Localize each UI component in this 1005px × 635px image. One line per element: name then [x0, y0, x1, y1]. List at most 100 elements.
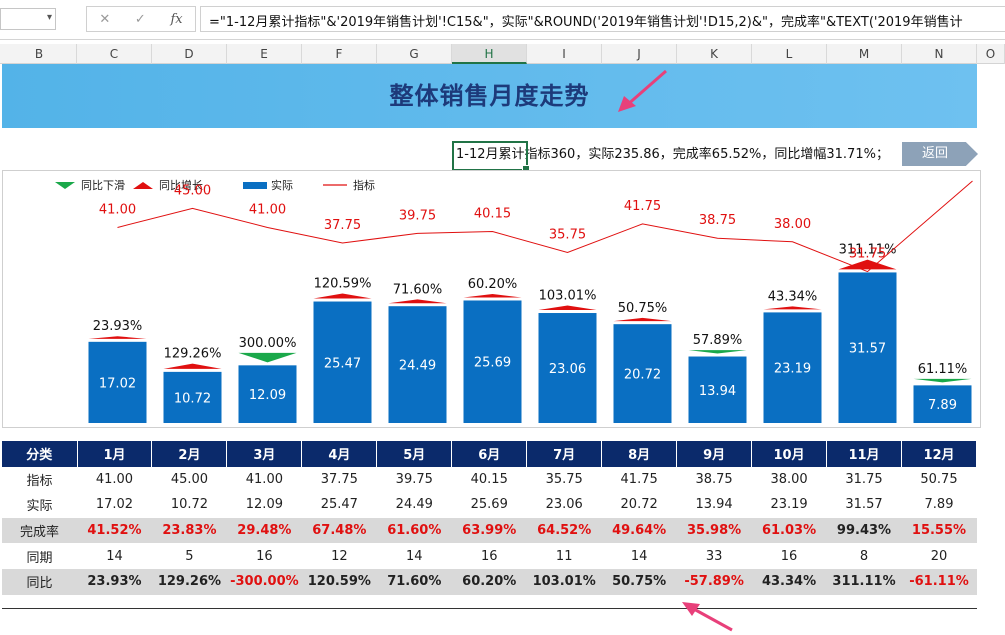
table-cell[interactable]: 16 [256, 548, 273, 564]
table-cell[interactable]: 11 [555, 548, 573, 564]
column-header-e[interactable]: E [227, 44, 302, 64]
table-cell[interactable]: 12.09 [245, 497, 283, 513]
table-cell[interactable]: 20.72 [620, 497, 658, 513]
table-cell[interactable]: 50.75 [920, 471, 958, 487]
table-cell[interactable]: 12 [331, 548, 348, 564]
column-header-l[interactable]: L [752, 44, 827, 64]
title-banner: 整体销售月度走势 [2, 64, 977, 128]
table-cell[interactable]: 50.75% [601, 568, 677, 595]
table-header-month: 7月 [526, 441, 603, 467]
table-cell[interactable]: 20 [930, 548, 948, 564]
table-cell[interactable]: 24.49 [395, 497, 433, 513]
column-header-o[interactable]: O [977, 44, 1005, 64]
table-cell[interactable]: -61.11% [901, 568, 977, 595]
table-cell[interactable]: 120.59% [301, 568, 377, 595]
table-cell[interactable]: 64.52% [526, 517, 602, 544]
table-cell[interactable]: 31.75 [845, 471, 883, 487]
table-cell[interactable]: 17.02 [95, 497, 134, 513]
column-header-j[interactable]: J [602, 44, 677, 64]
table-cell[interactable]: 38.75 [695, 471, 733, 487]
table-cell[interactable]: 23.93% [77, 568, 152, 595]
table-cell[interactable]: 38.00 [770, 471, 808, 487]
table-cell[interactable]: 14 [406, 548, 423, 564]
chart-bar [463, 300, 522, 423]
target-value-label: 39.75 [399, 208, 436, 223]
column-header-k[interactable]: K [677, 44, 752, 64]
table-cell[interactable]: 23.19 [770, 497, 808, 513]
table-cell[interactable]: 15.55% [901, 517, 977, 544]
table-cell[interactable]: 61.60% [376, 517, 452, 544]
yoy-up-marker [388, 299, 447, 304]
chart-bar [763, 312, 822, 423]
column-header-n[interactable]: N [902, 44, 977, 64]
table-cell[interactable]: -300.00% [226, 568, 302, 595]
yoy-label: 61.11% [918, 362, 968, 377]
table-cell[interactable]: 129.26% [151, 568, 227, 595]
table-cell[interactable]: -57.89% [676, 568, 752, 595]
table-cell[interactable]: 7.89 [924, 497, 954, 513]
table-header-month: 9月 [676, 441, 753, 467]
table-cell[interactable]: 14 [630, 548, 648, 564]
table-cell[interactable]: 41.52% [77, 517, 152, 544]
table-cell[interactable]: 103.01% [526, 568, 602, 595]
column-header-i[interactable]: I [527, 44, 602, 64]
table-cell[interactable]: 39.75 [395, 471, 433, 487]
table-cell[interactable]: 40.15 [470, 471, 508, 487]
column-header-b[interactable]: B [2, 44, 77, 64]
table-cell[interactable]: 41.75 [620, 471, 658, 487]
table-cell[interactable]: 45.00 [170, 471, 209, 487]
table-cell[interactable]: 67.48% [301, 517, 377, 544]
table-cell[interactable]: 23.06 [545, 497, 583, 513]
table-cell[interactable]: 99.43% [826, 517, 902, 544]
table-cell[interactable]: 311.11% [826, 568, 902, 595]
table-cell[interactable]: 41.00 [95, 471, 134, 487]
insert-function-icon[interactable]: fx [170, 11, 183, 27]
table-cell[interactable]: 37.75 [320, 471, 358, 487]
table-cell[interactable]: 16 [480, 548, 498, 564]
name-box[interactable]: ▾ [0, 8, 56, 30]
table-header-row: 分类 1月 2月 3月 4月 5月 6月 7月 8月 9月 10月 11月 12月 [2, 441, 978, 467]
table-cell[interactable]: 43.34% [751, 568, 827, 595]
table-cell[interactable]: 16 [780, 548, 798, 564]
back-button[interactable]: 返回 [902, 142, 978, 166]
table-cell[interactable]: 49.64% [601, 517, 677, 544]
page-title: 整体销售月度走势 [389, 82, 590, 110]
table-cell[interactable]: 23.83% [151, 517, 227, 544]
table-cell[interactable]: 33 [705, 548, 723, 564]
column-header-d[interactable]: D [152, 44, 227, 64]
table-cell[interactable]: 8 [859, 548, 869, 564]
table-cell[interactable]: 13.94 [695, 497, 733, 513]
column-header-h[interactable]: H [452, 44, 527, 64]
table-cell[interactable]: 25.47 [320, 497, 358, 513]
table-cell[interactable]: 60.20% [451, 568, 527, 595]
confirm-icon[interactable]: ✓ [134, 11, 146, 27]
bar-value-label: 25.69 [474, 356, 511, 371]
bar-value-label: 25.47 [324, 356, 361, 371]
bar-value-label: 10.72 [174, 391, 211, 406]
table-cell[interactable]: 31.57 [845, 497, 883, 513]
table-cell[interactable]: 25.69 [470, 497, 508, 513]
table-cell[interactable]: 35.75 [545, 471, 583, 487]
table-cell[interactable]: 29.48% [226, 517, 302, 544]
table-cell[interactable]: 10.72 [170, 497, 209, 513]
table-cell[interactable]: 35.98% [676, 517, 752, 544]
table-cell[interactable]: 71.60% [376, 568, 452, 595]
legend-up-icon [133, 182, 153, 189]
table-cell[interactable]: 5 [185, 548, 194, 564]
column-header-m[interactable]: M [827, 44, 902, 64]
yoy-label: 311.11% [839, 243, 897, 258]
table-cell[interactable]: 61.03% [751, 517, 827, 544]
yoy-up-marker [163, 363, 222, 369]
chevron-down-icon[interactable]: ▾ [46, 12, 52, 23]
table-cell[interactable]: 63.99% [451, 517, 527, 544]
cancel-icon[interactable]: ✕ [99, 11, 111, 27]
formula-input[interactable]: ="1-12月累计指标"&'2019年销售计划'!C15&"，实际"&ROUND… [200, 6, 1005, 32]
column-header-c[interactable]: C [77, 44, 152, 64]
column-header-f[interactable]: F [302, 44, 377, 64]
table-cell[interactable]: 14 [106, 548, 123, 564]
table-cell[interactable]: 41.00 [245, 471, 283, 487]
summary-cell[interactable]: 1-12月累计指标360，实际235.86，完成率65.52%，同比增幅31.7… [456, 147, 889, 162]
chart-area: 同比下滑 同比增长 实际 指标 17.02 10.72 12.09 25.47 24.49 25.… [2, 170, 981, 428]
column-header-g[interactable]: G [377, 44, 452, 64]
